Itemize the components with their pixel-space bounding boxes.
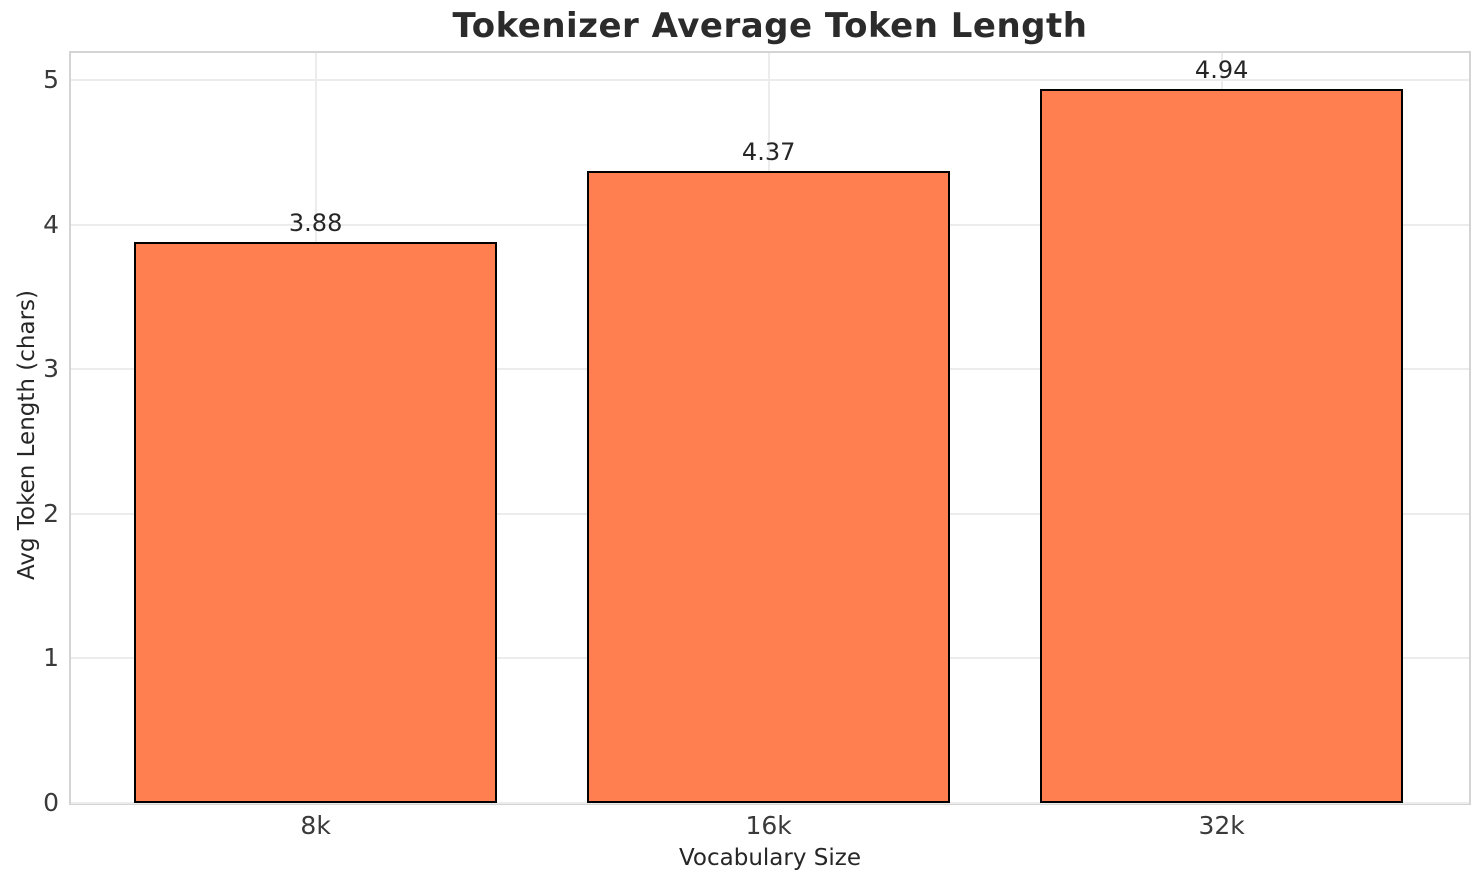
chart-title: Tokenizer Average Token Length xyxy=(452,6,1088,46)
y-axis-label: Avg Token Length (chars) xyxy=(14,290,40,581)
y-tick-label: 0 xyxy=(43,788,59,817)
y-tick-label: 1 xyxy=(43,643,59,673)
y-tick-label: 4 xyxy=(43,209,59,239)
bar-value-label: 4.94 xyxy=(1194,56,1249,85)
y-tick-label: 3 xyxy=(43,354,59,384)
bar-32k xyxy=(1040,89,1403,803)
x-tick-label-32k: 32k xyxy=(1198,811,1245,840)
horizontal-gridline xyxy=(71,79,1469,82)
bar-16k xyxy=(587,171,950,803)
plot-area xyxy=(69,51,1471,805)
y-tick-label: 2 xyxy=(43,498,59,528)
horizontal-gridline xyxy=(71,802,1469,804)
bar-value-label: 4.37 xyxy=(741,138,796,167)
bar-8k xyxy=(134,242,497,803)
x-axis-label: Vocabulary Size xyxy=(678,845,861,871)
y-tick-label: 5 xyxy=(43,65,59,95)
x-tick-label-8k: 8k xyxy=(300,811,331,840)
bar-value-label: 3.88 xyxy=(288,209,343,238)
x-tick-label-16k: 16k xyxy=(745,811,792,840)
